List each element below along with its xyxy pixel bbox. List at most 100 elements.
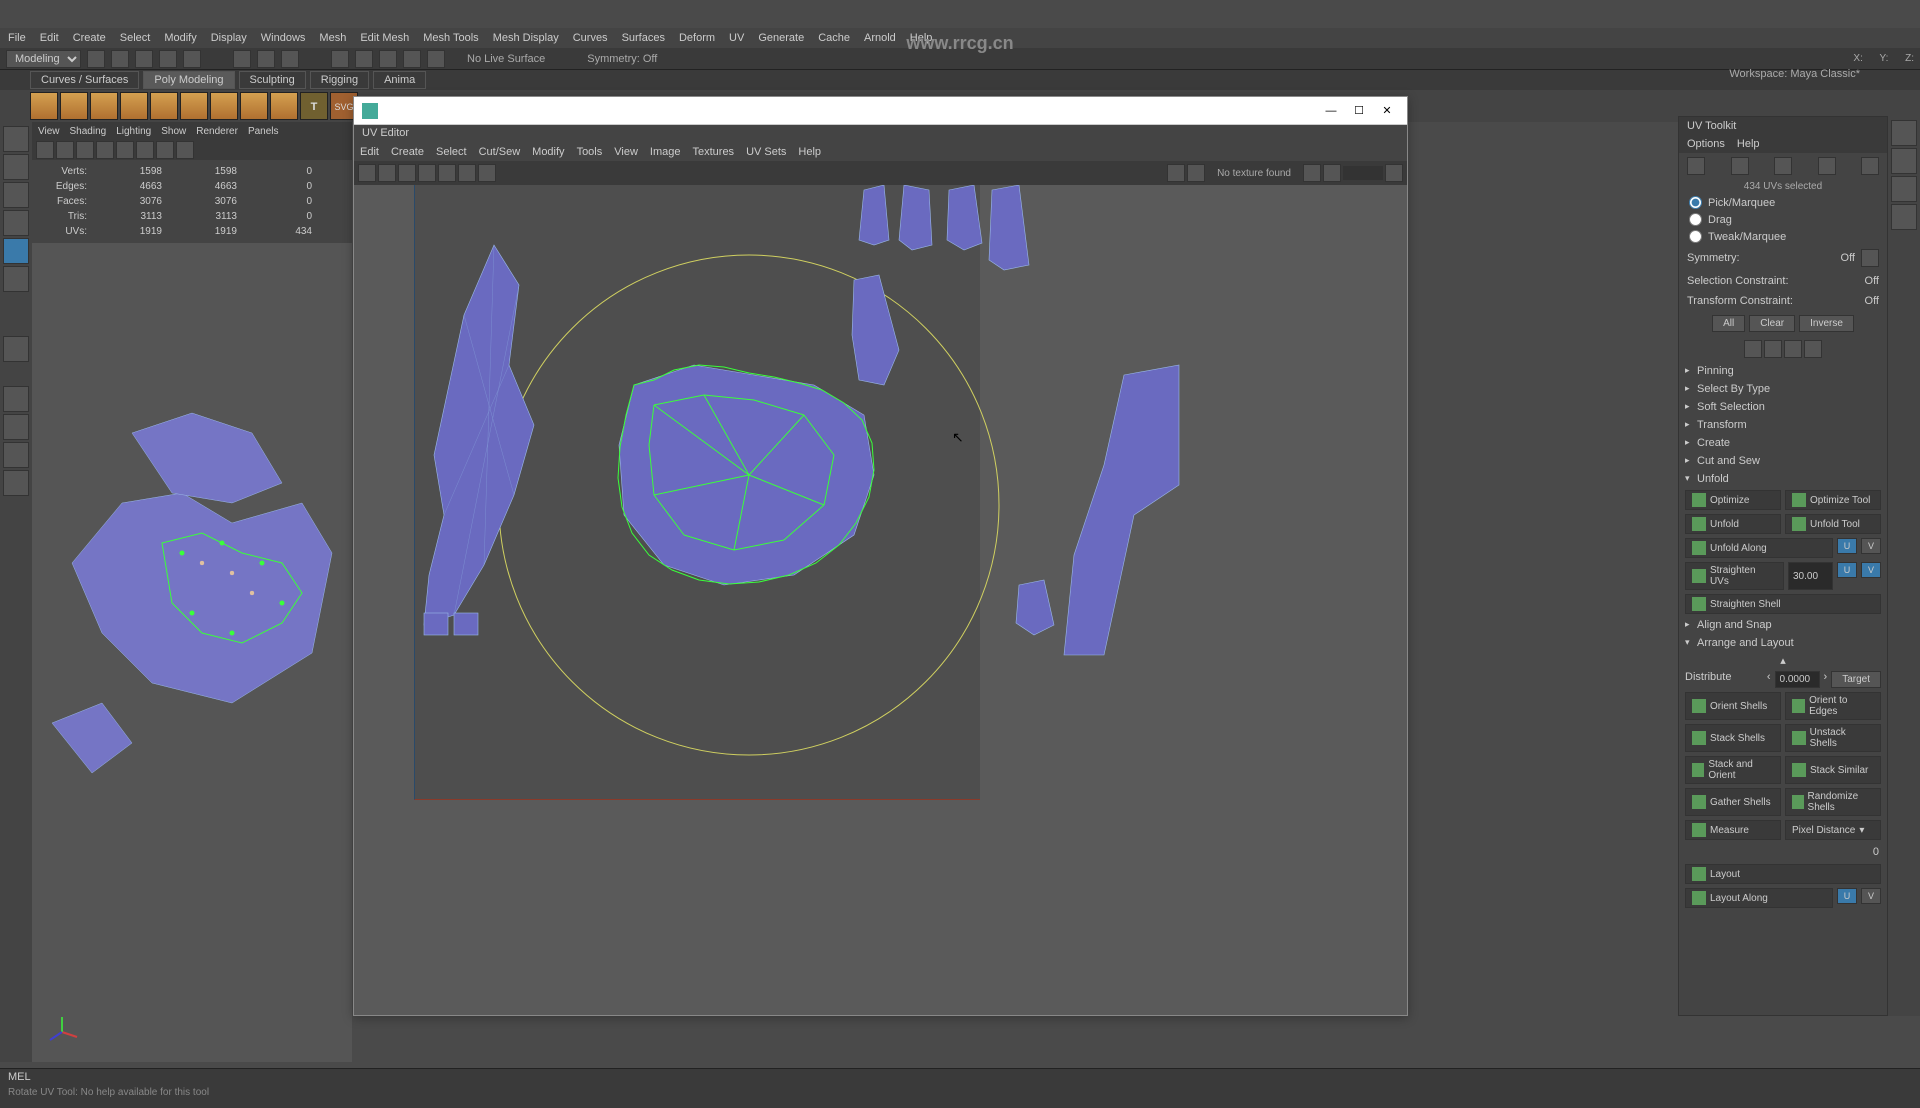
toolkit-help[interactable]: Help	[1737, 138, 1760, 150]
uv-menu-image[interactable]: Image	[650, 146, 681, 158]
layout-v-button[interactable]: V	[1861, 888, 1881, 904]
gather-shells-button[interactable]: Gather Shells	[1685, 788, 1781, 816]
inverse-button[interactable]: Inverse	[1799, 315, 1854, 332]
select-mode-icon[interactable]	[233, 50, 251, 68]
uv-viewport[interactable]: ↖	[354, 185, 1407, 1015]
vp-icon-1[interactable]	[36, 141, 54, 159]
uv-menu-select[interactable]: Select	[436, 146, 467, 158]
straighten-uvs-button[interactable]: Straighten UVs	[1685, 562, 1784, 590]
unstack-shells-button[interactable]: Unstack Shells	[1785, 724, 1881, 752]
vp-view[interactable]: View	[38, 126, 60, 137]
tweak-radio[interactable]	[1689, 230, 1702, 243]
uv-menu-uvsets[interactable]: UV Sets	[746, 146, 786, 158]
symmetry-label[interactable]: Symmetry: Off	[587, 53, 657, 65]
unfold-along-button[interactable]: Unfold Along	[1685, 538, 1833, 558]
outliner-icon[interactable]	[3, 386, 29, 412]
layout-tool[interactable]	[3, 336, 29, 362]
redo-icon[interactable]	[183, 50, 201, 68]
vp-icon-3[interactable]	[76, 141, 94, 159]
uv-menu-view[interactable]: View	[614, 146, 638, 158]
render-icon[interactable]	[3, 470, 29, 496]
channelbox-icon[interactable]	[1891, 120, 1917, 146]
convert-icon[interactable]	[1804, 340, 1822, 358]
menu-surfaces[interactable]: Surfaces	[622, 32, 665, 44]
move-tool[interactable]	[3, 210, 29, 236]
straighten-v-button[interactable]: V	[1861, 562, 1881, 578]
straighten-shell-button[interactable]: Straighten Shell	[1685, 594, 1881, 614]
rotate-tool[interactable]	[3, 238, 29, 264]
uv-distort-icon[interactable]	[478, 164, 496, 182]
layout-along-button[interactable]: Layout Along	[1685, 888, 1833, 908]
straighten-value-input[interactable]	[1788, 562, 1833, 590]
uv-menu-textures[interactable]: Textures	[692, 146, 734, 158]
measure-button[interactable]: Measure	[1685, 820, 1781, 840]
snap-grid-icon[interactable]	[331, 50, 349, 68]
menu-editmesh[interactable]: Edit Mesh	[360, 32, 409, 44]
shelf-platonic-icon[interactable]	[240, 92, 268, 120]
stack-shells-button[interactable]: Stack Shells	[1685, 724, 1781, 752]
vp-icon-2[interactable]	[56, 141, 74, 159]
viewport-3d-view[interactable]	[32, 243, 352, 1062]
unfold-button[interactable]: Unfold	[1685, 514, 1781, 534]
window-titlebar[interactable]: — ☐ ✕	[354, 97, 1407, 125]
uv-menu-help[interactable]: Help	[798, 146, 821, 158]
lasso-tool[interactable]	[3, 154, 29, 180]
menu-deform[interactable]: Deform	[679, 32, 715, 44]
section-alignsnap[interactable]: Align and Snap	[1679, 616, 1887, 634]
tool-settings-icon[interactable]	[1891, 176, 1917, 202]
paint-tool[interactable]	[3, 182, 29, 208]
layout-u-button[interactable]: U	[1837, 888, 1857, 904]
shelf-superellipse-icon[interactable]	[270, 92, 298, 120]
uv-checker-icon[interactable]	[458, 164, 476, 182]
menu-meshtools[interactable]: Mesh Tools	[423, 32, 478, 44]
menu-generate[interactable]: Generate	[758, 32, 804, 44]
save-scene-icon[interactable]	[135, 50, 153, 68]
menu-edit[interactable]: Edit	[40, 32, 59, 44]
modeling-toolkit-icon[interactable]	[1891, 204, 1917, 230]
uv-pixel-icon[interactable]	[378, 164, 396, 182]
orient-shells-button[interactable]: Orient Shells	[1685, 692, 1781, 720]
vp-show[interactable]: Show	[161, 126, 186, 137]
uv-menu-edit[interactable]: Edit	[360, 146, 379, 158]
sel-edge-icon[interactable]	[1731, 157, 1749, 175]
uv-menu-tools[interactable]: Tools	[577, 146, 603, 158]
straighten-u-button[interactable]: U	[1837, 562, 1857, 578]
tab-sculpting[interactable]: Sculpting	[239, 71, 306, 89]
graph-icon[interactable]	[3, 414, 29, 440]
open-scene-icon[interactable]	[111, 50, 129, 68]
stack-orient-button[interactable]: Stack and Orient	[1685, 756, 1781, 784]
optimize-button[interactable]: Optimize	[1685, 490, 1781, 510]
snap-point-icon[interactable]	[379, 50, 397, 68]
undo-icon[interactable]	[159, 50, 177, 68]
menu-curves[interactable]: Curves	[573, 32, 608, 44]
shelf-disc-icon[interactable]	[210, 92, 238, 120]
uv-exposure-icon[interactable]	[1323, 164, 1341, 182]
menu-cache[interactable]: Cache	[818, 32, 850, 44]
layout-button[interactable]: Layout	[1685, 864, 1881, 884]
target-button[interactable]: Target	[1831, 671, 1881, 688]
menu-meshdisplay[interactable]: Mesh Display	[493, 32, 559, 44]
menu-display[interactable]: Display	[211, 32, 247, 44]
menu-modify[interactable]: Modify	[164, 32, 196, 44]
shelf-type-icon[interactable]: T	[300, 92, 328, 120]
snap-plane-icon[interactable]	[403, 50, 421, 68]
symmetry-icon[interactable]	[1861, 249, 1879, 267]
arrange-up-icon[interactable]: ▴	[1679, 652, 1887, 669]
section-cutandsew[interactable]: Cut and Sew	[1679, 452, 1887, 470]
grow-icon[interactable]	[1744, 340, 1762, 358]
uv-shade-icon[interactable]	[398, 164, 416, 182]
section-arrangelayout[interactable]: Arrange and Layout	[1679, 634, 1887, 652]
menu-arnold[interactable]: Arnold	[864, 32, 896, 44]
uv-menu-modify[interactable]: Modify	[532, 146, 564, 158]
shrink-icon[interactable]	[1764, 340, 1782, 358]
optimize-tool-button[interactable]: Optimize Tool	[1785, 490, 1881, 510]
scale-tool[interactable]	[3, 266, 29, 292]
snap-curve-icon[interactable]	[355, 50, 373, 68]
trans-constraint-value[interactable]: Off	[1865, 295, 1879, 307]
tab-animation[interactable]: Anima	[373, 71, 426, 89]
uv-grid-icon[interactable]	[358, 164, 376, 182]
sel-constraint-value[interactable]: Off	[1865, 275, 1879, 287]
vp-icon-8[interactable]	[176, 141, 194, 159]
shelf-cylinder-icon[interactable]	[90, 92, 118, 120]
vp-icon-5[interactable]	[116, 141, 134, 159]
